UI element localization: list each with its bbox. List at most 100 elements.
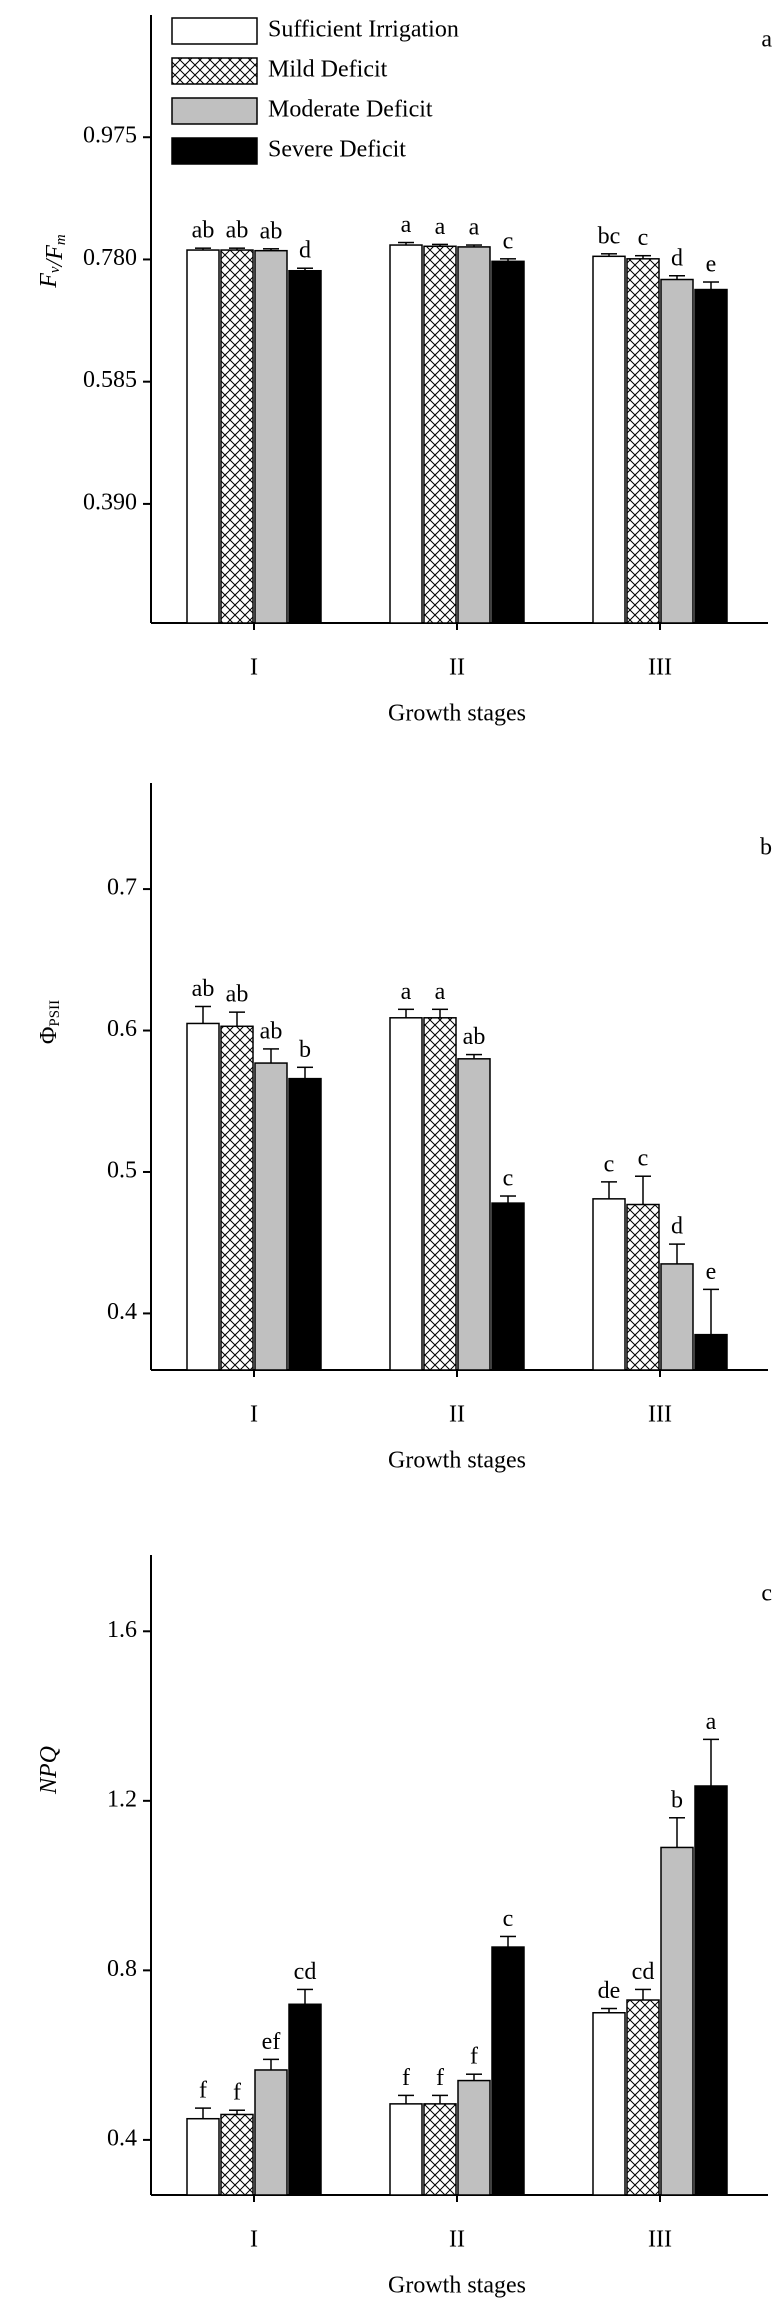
bar <box>220 1025 254 1371</box>
significance-letter: c <box>503 1166 514 1192</box>
bar <box>694 288 728 624</box>
y-tick-label: 0.975 <box>83 123 137 149</box>
significance-letter: ab <box>226 982 249 1008</box>
bar <box>457 2079 491 2196</box>
bar <box>288 269 322 624</box>
bar <box>457 246 491 624</box>
legend-label: Moderate Deficit <box>268 97 433 123</box>
x-tick-label: II <box>449 2227 465 2253</box>
significance-letter: f <box>402 2065 410 2091</box>
x-axis-label: Growth stages <box>388 701 526 727</box>
x-axis-label: Growth stages <box>388 2273 526 2299</box>
significance-letter: ab <box>192 976 215 1002</box>
significance-letter: cd <box>294 1959 317 1985</box>
bar <box>694 1333 728 1371</box>
x-tick-label: I <box>250 1402 258 1428</box>
y-tick-label: 0.4 <box>107 2125 137 2151</box>
bar <box>694 1785 728 2196</box>
bar <box>389 2103 423 2196</box>
significance-letter: c <box>638 1146 649 1172</box>
legend-label: Mild Deficit <box>268 57 388 83</box>
bar <box>186 2117 220 2196</box>
significance-letter: f <box>470 2044 478 2070</box>
significance-letter: c <box>503 1906 514 1932</box>
significance-letter: ab <box>192 218 215 244</box>
y-tick-label: 0.8 <box>107 1956 137 1982</box>
significance-letter: c <box>503 228 514 254</box>
significance-letter: a <box>435 979 446 1005</box>
bar <box>389 1017 423 1371</box>
legend-swatch <box>171 17 258 45</box>
x-tick-label: II <box>449 1402 465 1428</box>
significance-letter: ab <box>260 218 283 244</box>
significance-letter: ab <box>260 1018 283 1044</box>
significance-letter: cd <box>632 1959 655 1985</box>
significance-letter: a <box>435 214 446 240</box>
bar <box>220 249 254 624</box>
y-tick-label: 1.2 <box>107 1786 137 1812</box>
y-tick-label: 0.585 <box>83 367 137 393</box>
x-tick-label: II <box>449 655 465 681</box>
significance-letter: e <box>706 1259 717 1285</box>
significance-letter: f <box>436 2065 444 2091</box>
bar <box>457 1058 491 1371</box>
bar <box>254 2069 288 2196</box>
bar <box>491 1202 525 1371</box>
bar <box>389 244 423 624</box>
bar <box>592 2011 626 2196</box>
bar <box>186 1022 220 1371</box>
bar <box>660 278 694 624</box>
bar <box>254 249 288 624</box>
y-tick-label: 1.6 <box>107 1617 137 1643</box>
significance-letter: f <box>233 2080 241 2106</box>
bar <box>423 1017 457 1371</box>
bar <box>491 1946 525 2196</box>
significance-letter: ef <box>262 2029 281 2055</box>
y-tick-label: 0.390 <box>83 489 137 515</box>
panel-label: b <box>760 835 772 861</box>
significance-letter: c <box>604 1151 615 1177</box>
y-axis-label: NPQ <box>36 1746 62 1795</box>
panel-label: c <box>761 1581 772 1607</box>
significance-letter: a <box>401 979 412 1005</box>
legend-swatch <box>171 97 258 125</box>
x-tick-label: III <box>648 655 672 681</box>
panel-label: a <box>761 27 772 53</box>
bar <box>423 245 457 624</box>
y-tick-label: 0.5 <box>107 1157 137 1183</box>
legend-swatch <box>171 57 258 85</box>
y-tick-label: 0.7 <box>107 875 137 901</box>
bar <box>220 2113 254 2196</box>
y-tick-label: 0.6 <box>107 1016 137 1042</box>
x-tick-label: I <box>250 2227 258 2253</box>
bar <box>592 255 626 624</box>
significance-letter: a <box>469 215 480 241</box>
bar <box>288 2003 322 2196</box>
bar <box>186 249 220 624</box>
bar <box>626 1999 660 2196</box>
bar <box>592 1198 626 1371</box>
legend-swatch <box>171 137 258 165</box>
bar <box>491 260 525 624</box>
significance-letter: e <box>706 252 717 278</box>
y-tick-label: 0.4 <box>107 1299 137 1325</box>
significance-letter: a <box>706 1709 717 1735</box>
bar <box>660 1263 694 1371</box>
significance-letter: c <box>638 225 649 251</box>
bar <box>423 2103 457 2196</box>
significance-letter: d <box>671 1214 683 1240</box>
x-tick-label: III <box>648 2227 672 2253</box>
bar <box>254 1062 288 1371</box>
y-axis-label: Fv/Fm <box>36 234 70 289</box>
significance-letter: bc <box>598 223 621 249</box>
significance-letter: b <box>671 1787 683 1813</box>
significance-letter: de <box>598 1978 621 2004</box>
legend-label: Severe Deficit <box>268 137 406 163</box>
x-tick-label: I <box>250 655 258 681</box>
bar <box>626 258 660 624</box>
significance-letter: ab <box>463 1024 486 1050</box>
significance-letter: d <box>299 238 311 264</box>
significance-letter: b <box>299 1037 311 1063</box>
